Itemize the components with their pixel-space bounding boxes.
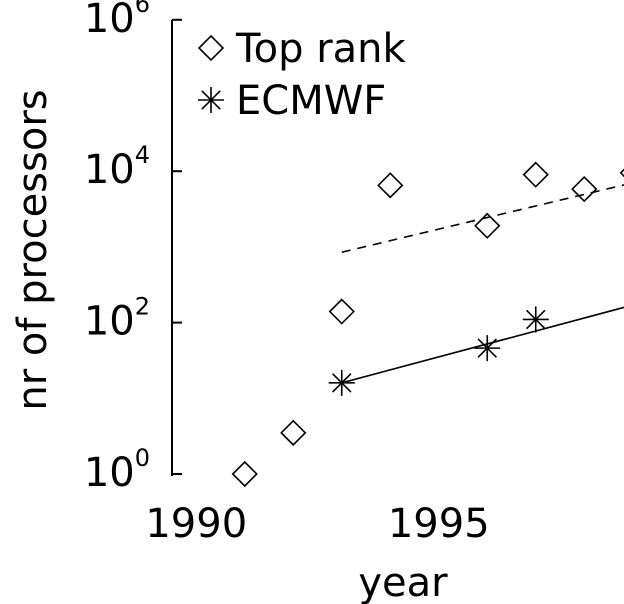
trend-lines bbox=[341, 184, 624, 384]
data-point-diamond bbox=[571, 175, 598, 203]
data-point-diamond bbox=[377, 172, 404, 199]
data-point-diamond bbox=[280, 419, 307, 446]
legend-label: Top rank bbox=[235, 26, 407, 72]
trend-line-2 bbox=[341, 306, 624, 384]
y-axis: 100 102 104 106 bbox=[84, 0, 182, 496]
x-tick-label: 1995 bbox=[388, 501, 490, 547]
data-points bbox=[231, 161, 624, 488]
y-tick-label: 104 bbox=[84, 141, 150, 193]
legend-marker-asterisk bbox=[198, 87, 224, 113]
legend-marker-diamond bbox=[197, 34, 225, 62]
legend-label: ECMWF bbox=[236, 78, 386, 124]
data-point-diamond bbox=[328, 298, 355, 325]
data-point-asterisk bbox=[474, 335, 501, 362]
x-tick-label: 1990 bbox=[145, 501, 247, 547]
y-tick-label: 106 bbox=[84, 0, 150, 42]
legend: Top rank ECMWF bbox=[197, 26, 407, 124]
data-point-diamond bbox=[231, 460, 258, 488]
x-axis-title: year bbox=[358, 560, 448, 604]
x-axis: 1990199520002005 bbox=[145, 501, 490, 547]
data-point-asterisk bbox=[522, 306, 549, 333]
y-tick-label: 102 bbox=[84, 293, 150, 345]
y-axis-title: nr of processors bbox=[10, 89, 56, 410]
y-tick-label: 100 bbox=[84, 444, 150, 496]
data-point-diamond bbox=[522, 161, 549, 188]
data-point-asterisk bbox=[328, 369, 355, 396]
data-point-diamond bbox=[474, 212, 501, 239]
trend-line-1 bbox=[341, 184, 624, 254]
